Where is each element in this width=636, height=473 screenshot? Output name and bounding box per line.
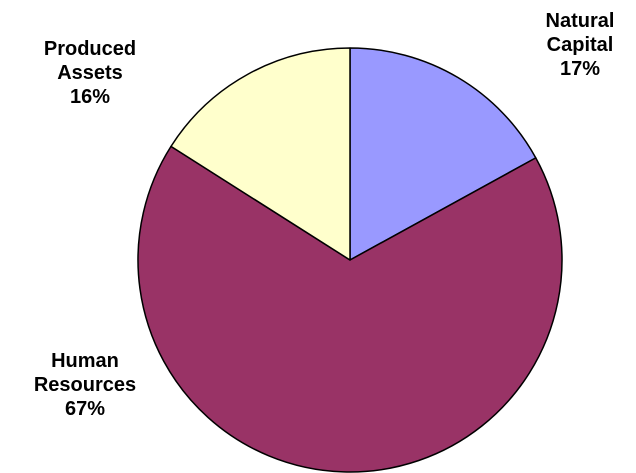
- slice-label-line1: Produced: [43, 38, 137, 60]
- slice-label-produced-assets: Produced Assets 16%: [10, 37, 170, 109]
- slice-label-human-resources: Human Resources 67%: [0, 349, 170, 421]
- slice-natural-capital: [349, 47, 537, 261]
- slice-label-line2: Assets: [57, 62, 123, 84]
- slice-label-line1: Natural: [545, 10, 615, 32]
- slice-label-line2: Resources: [33, 374, 137, 396]
- slice-label-natural-capital: Natural Capital 17%: [525, 9, 635, 81]
- slice-label-percent: 17%: [559, 58, 601, 80]
- slice-human-resources: [137, 145, 563, 473]
- slice-label-line2: Capital: [546, 34, 614, 56]
- slice-label-line1: Human: [51, 350, 119, 372]
- slice-label-percent: 16%: [69, 86, 111, 108]
- slice-produced-assets: [170, 47, 351, 261]
- slice-label-percent: 67%: [64, 398, 106, 420]
